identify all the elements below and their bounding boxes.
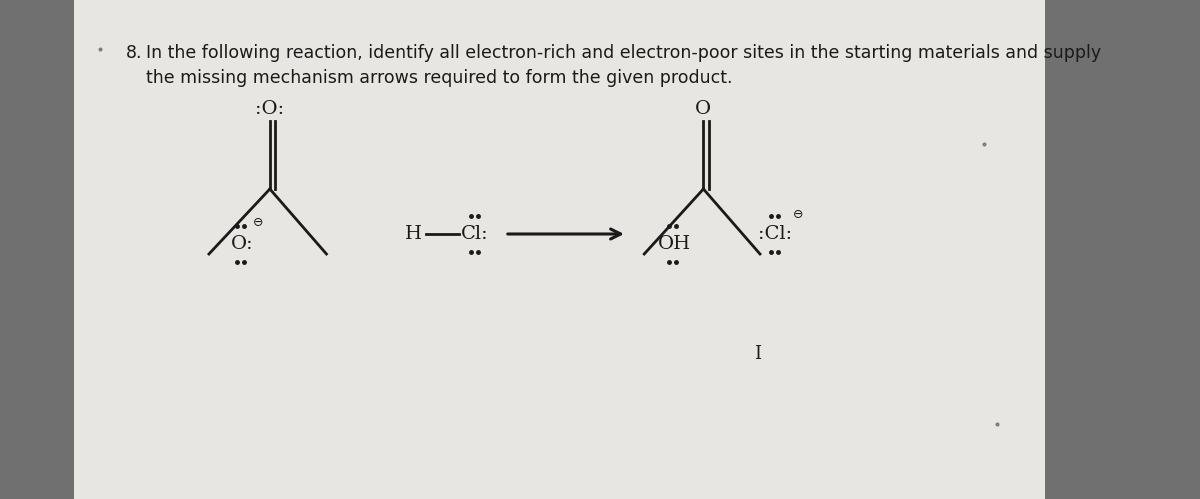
- Text: In the following reaction, identify all electron-rich and electron-poor sites in: In the following reaction, identify all …: [146, 44, 1102, 62]
- Text: I: I: [754, 345, 761, 363]
- Text: $\ominus$: $\ominus$: [252, 216, 263, 229]
- Text: Cl:: Cl:: [461, 225, 488, 243]
- Text: $\ominus$: $\ominus$: [792, 208, 803, 221]
- Text: H: H: [406, 225, 422, 243]
- Text: the missing mechanism arrows required to form the given product.: the missing mechanism arrows required to…: [146, 69, 733, 87]
- Text: :O:: :O:: [256, 100, 284, 118]
- Text: O:: O:: [230, 235, 253, 253]
- Text: OH: OH: [658, 235, 691, 253]
- Text: :Cl:: :Cl:: [757, 225, 792, 243]
- Text: O: O: [695, 100, 712, 118]
- Text: 8.: 8.: [126, 44, 143, 62]
